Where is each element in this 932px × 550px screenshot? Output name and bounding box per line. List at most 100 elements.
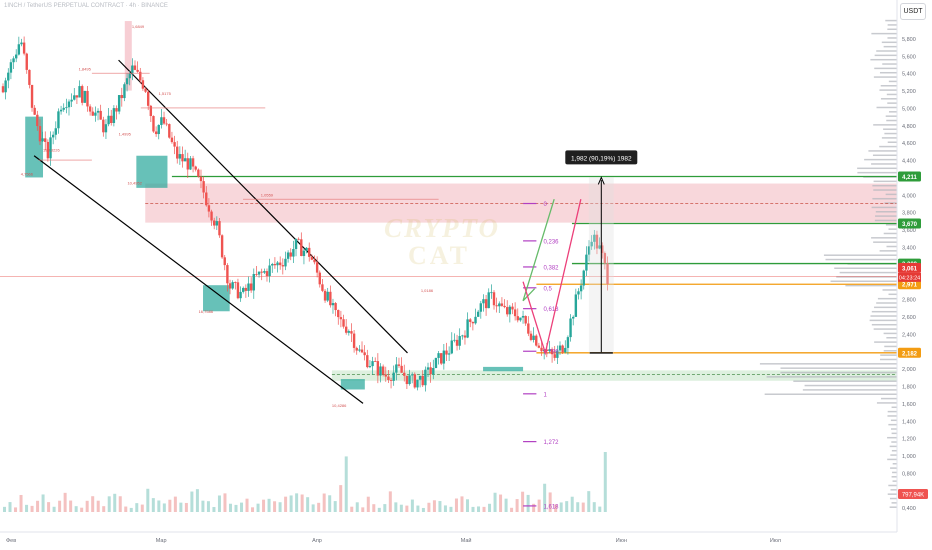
volume-profile-bar	[780, 371, 897, 374]
volume-profile-bar	[873, 328, 897, 330]
candle-body	[242, 287, 245, 292]
volume-bar	[289, 495, 293, 512]
volume-bar	[460, 496, 464, 512]
candle-body	[239, 291, 242, 299]
candle-body	[236, 282, 240, 299]
volume-profile-bar	[887, 436, 897, 439]
candle-body	[527, 323, 530, 334]
candle-body	[189, 158, 192, 170]
candle-body	[86, 90, 89, 107]
candle-body	[133, 65, 137, 70]
volume-bar	[443, 505, 447, 512]
volume-bar	[96, 500, 100, 512]
candle-body	[389, 379, 393, 381]
candle-body	[117, 95, 121, 112]
candle-body	[313, 259, 316, 263]
volume-profile-bar	[888, 228, 897, 230]
volume-profile-bar	[873, 76, 897, 78]
volume-bar	[344, 456, 348, 512]
volume-bar	[135, 503, 139, 512]
volume-profile-bar	[875, 211, 897, 213]
candle-body	[337, 310, 340, 318]
candle-body	[358, 349, 361, 351]
candle-body	[1, 86, 5, 93]
price-tick-label: 4,000	[902, 193, 916, 199]
candle-body	[215, 221, 219, 226]
candle-body	[566, 337, 570, 348]
projection-layer: 1,982 (90,19%) 1982	[522, 150, 638, 356]
volume-bar	[499, 494, 503, 512]
candle-body	[334, 303, 337, 311]
price-tick-label: 4,600	[902, 141, 916, 147]
time-tick-label: Июл	[770, 538, 781, 544]
volume-bar	[548, 492, 552, 512]
volume-bar	[383, 504, 387, 512]
candle-body	[146, 91, 150, 106]
pivot-annotation: 10,4286	[332, 403, 347, 408]
candle-body	[326, 291, 329, 301]
fib-level-label: 0,5	[544, 286, 553, 292]
volume-bar	[223, 493, 227, 512]
candle-body	[104, 124, 108, 133]
price-tick-label: 5,800	[902, 37, 916, 43]
candle-body	[445, 350, 448, 355]
candle-body	[30, 84, 34, 108]
price-axis-layer: 5,800 5,600 5,400 5,200 5,000 4,800 4,600 4,400…	[896, 0, 932, 550]
candles-layer	[1, 36, 609, 392]
candle-body	[73, 95, 76, 100]
candle-body	[550, 349, 554, 355]
volume-profile-bar	[880, 98, 897, 100]
price-tick-label: 1,000	[902, 454, 916, 460]
volume-profile-bar	[887, 410, 897, 413]
candle-body	[191, 158, 195, 167]
candle-body	[284, 258, 287, 267]
fib-level-label: 1	[544, 392, 548, 398]
pivot-annotation: 1,8495	[79, 67, 92, 72]
volume-profile-bar	[879, 358, 897, 361]
candle-body	[207, 205, 211, 212]
candle-body	[574, 294, 578, 317]
volume-profile-bar	[879, 71, 897, 74]
currency-button[interactable]: USDT	[900, 3, 926, 20]
volume-profile-bar	[885, 19, 897, 22]
candle-body	[252, 274, 255, 291]
volume-bar	[355, 502, 359, 512]
candle-body	[223, 257, 226, 266]
volume-profile-bar	[883, 45, 897, 48]
volume-bar	[30, 505, 34, 512]
watermark-line2: CAT	[408, 241, 470, 270]
time-tick-label: Мар	[156, 538, 167, 544]
candle-body	[342, 319, 345, 327]
candle-body	[33, 107, 36, 115]
volume-profile-bar	[873, 241, 897, 243]
volume-profile-bar	[780, 367, 897, 369]
volume-bar	[554, 504, 558, 512]
volume-profile-bar	[875, 215, 897, 217]
candle-body	[513, 309, 517, 317]
volume-profile-bar	[887, 415, 897, 417]
volume-profile-bar	[857, 171, 897, 174]
candle-body	[51, 134, 55, 138]
candle-body	[25, 53, 28, 70]
candle-body	[381, 366, 385, 375]
candle-body	[57, 111, 60, 129]
candle-body	[286, 252, 290, 259]
volume-bar	[377, 507, 381, 512]
candle-body	[577, 291, 580, 295]
volume-bar	[63, 492, 67, 512]
volume-bar	[317, 502, 321, 512]
volume-profile-bar	[869, 319, 897, 322]
volume-bar	[25, 504, 29, 512]
support-zone	[331, 370, 897, 381]
candle-body	[455, 339, 459, 346]
candle-body	[102, 119, 105, 133]
candle-body	[12, 58, 15, 63]
volume-bar	[179, 502, 183, 512]
price-tick-label: 3,800	[902, 211, 916, 217]
volume-bar	[598, 506, 602, 512]
volume-bar	[306, 497, 310, 512]
volume-bar	[388, 491, 392, 512]
price-tick-label: 5,400	[902, 72, 916, 78]
